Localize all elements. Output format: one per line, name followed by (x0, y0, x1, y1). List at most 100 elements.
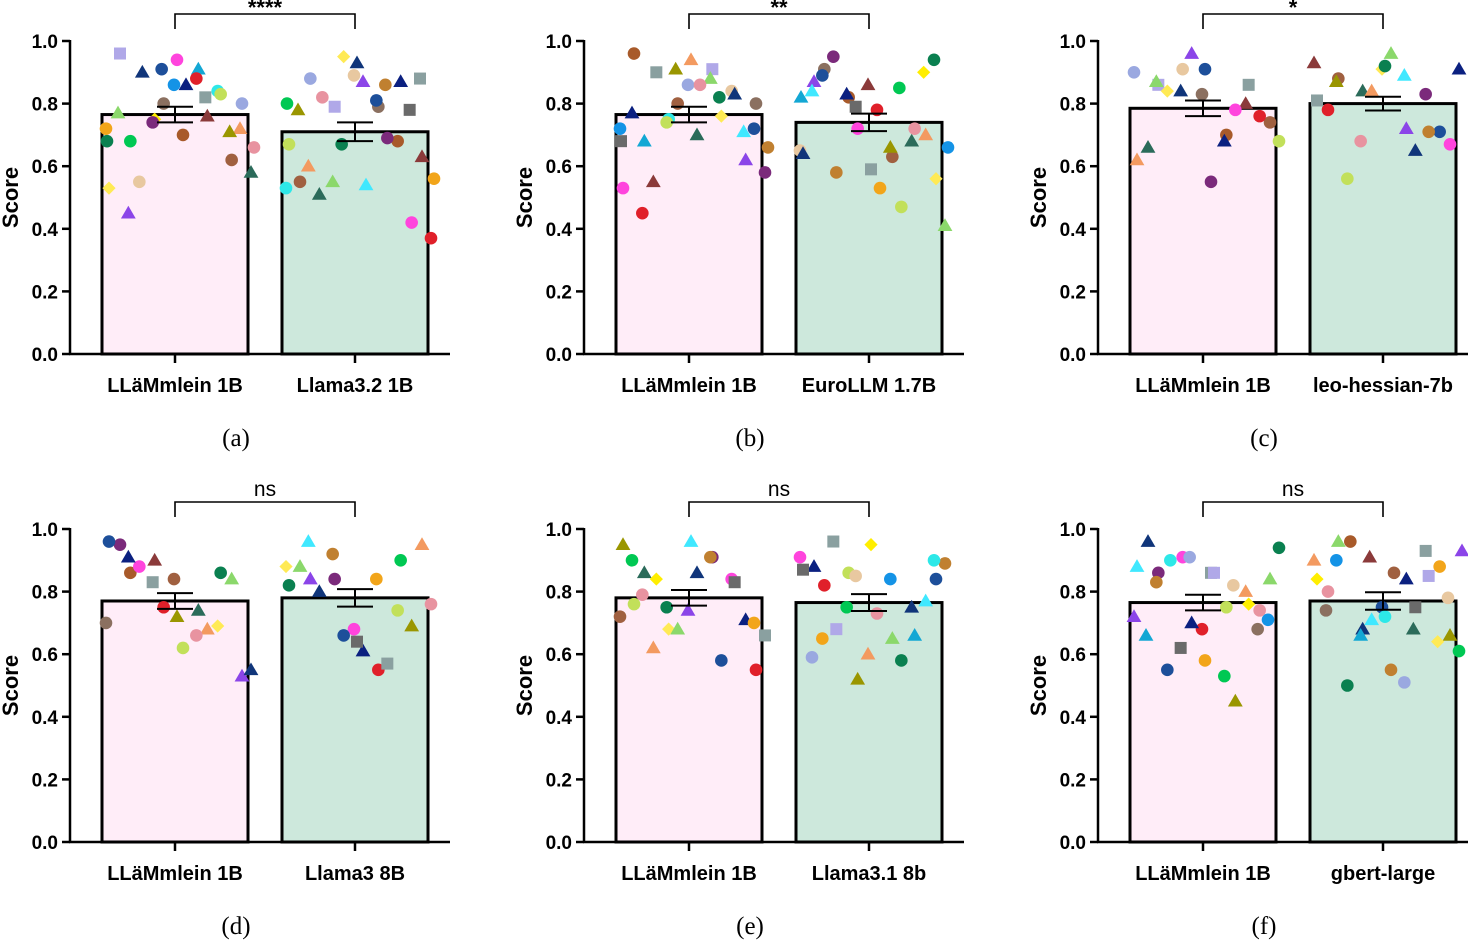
y-tick-label: 0.8 (32, 583, 58, 604)
data-point (670, 621, 686, 635)
data-point (904, 599, 920, 613)
data-point (199, 91, 212, 104)
data-point (864, 538, 878, 552)
data-point (704, 550, 717, 564)
data-point (1306, 552, 1322, 566)
data-point (1321, 585, 1335, 598)
data-point (1138, 628, 1154, 641)
data-point (908, 122, 921, 135)
y-tick-label: 0.6 (546, 157, 572, 178)
data-point (358, 177, 374, 191)
data-point (113, 538, 127, 551)
data-point (311, 186, 327, 200)
data-point (758, 166, 772, 179)
error-bar-1 (1185, 99, 1221, 118)
data-point (232, 121, 248, 134)
data-point (124, 134, 137, 148)
significance-bracket (688, 13, 870, 29)
data-point (1272, 134, 1286, 148)
x-category-label: Llama3 8B (305, 863, 405, 885)
y-tick-label: 0.8 (32, 95, 58, 116)
y-tick-label: 1.0 (1060, 520, 1086, 541)
significance-bracket (1202, 13, 1384, 29)
data-point (243, 662, 259, 676)
data-point (114, 47, 126, 60)
data-point (414, 537, 430, 550)
error-bar-2 (1365, 591, 1401, 611)
data-point (624, 105, 640, 119)
data-point (1272, 541, 1286, 555)
data-point (689, 565, 705, 579)
data-point (860, 646, 876, 660)
y-tick-label: 0.4 (32, 220, 59, 241)
y-axis-label: Score (0, 655, 23, 716)
significance-bracket (174, 501, 356, 517)
y-tick-label: 0.0 (546, 833, 572, 854)
data-point (1140, 534, 1156, 547)
data-point (1263, 116, 1277, 129)
data-point (1321, 103, 1335, 117)
data-point (190, 61, 206, 75)
x-category-label: gbert-large (1331, 863, 1435, 885)
y-axis-label: Score (1026, 655, 1051, 716)
data-point (325, 174, 341, 188)
data-point (1387, 566, 1401, 580)
data-point (293, 175, 307, 189)
data-point (839, 86, 855, 100)
bar-1 (100, 113, 250, 356)
data-point (1362, 549, 1378, 563)
data-point (884, 631, 900, 644)
data-point (882, 140, 898, 153)
data-point (806, 559, 822, 572)
y-axis-label: Score (512, 655, 537, 716)
data-point (133, 560, 146, 573)
data-point (169, 609, 185, 622)
data-point (1150, 575, 1163, 589)
data-point (706, 63, 719, 76)
chart-panel-3: 0.0 0.2 0.4 0.6 0.8 1.0 Score LLäMmlein 1B leo-h… (1026, 0, 1468, 452)
data-point (613, 122, 627, 135)
data-point (424, 597, 438, 611)
data-point (761, 141, 775, 154)
data-point (1364, 612, 1380, 626)
data-point (178, 77, 194, 91)
data-point (349, 55, 365, 69)
data-point (1364, 83, 1380, 97)
data-point (1409, 601, 1422, 614)
data-point (404, 618, 420, 632)
data-point (693, 78, 707, 92)
data-point (100, 134, 114, 148)
error-bar-1 (157, 592, 193, 610)
data-point (199, 621, 215, 635)
data-point (615, 537, 631, 550)
data-point (110, 105, 126, 119)
data-point (918, 127, 934, 141)
data-point (1204, 175, 1218, 189)
data-point (1306, 55, 1322, 69)
data-point (816, 69, 829, 82)
data-point (1422, 125, 1435, 139)
y-tick-label: 0.4 (32, 708, 59, 729)
data-point (662, 622, 676, 636)
data-point (124, 566, 137, 580)
y-tick-label: 0.4 (1060, 220, 1087, 241)
y-tick-label: 0.0 (32, 833, 58, 854)
data-point (797, 563, 809, 576)
data-point (830, 623, 843, 636)
data-point (1431, 635, 1445, 649)
data-point (1216, 133, 1232, 147)
data-point (190, 602, 206, 616)
data-point (793, 89, 809, 103)
data-point (414, 149, 430, 163)
data-point (211, 619, 225, 633)
data-point (1405, 621, 1421, 635)
data-point (1140, 140, 1156, 153)
data-point (326, 547, 339, 561)
y-tick-label: 0.8 (546, 583, 572, 604)
data-point (649, 572, 663, 586)
error-bar-1 (671, 105, 707, 124)
data-point (146, 116, 159, 129)
data-point (393, 74, 409, 88)
data-point (337, 50, 351, 64)
